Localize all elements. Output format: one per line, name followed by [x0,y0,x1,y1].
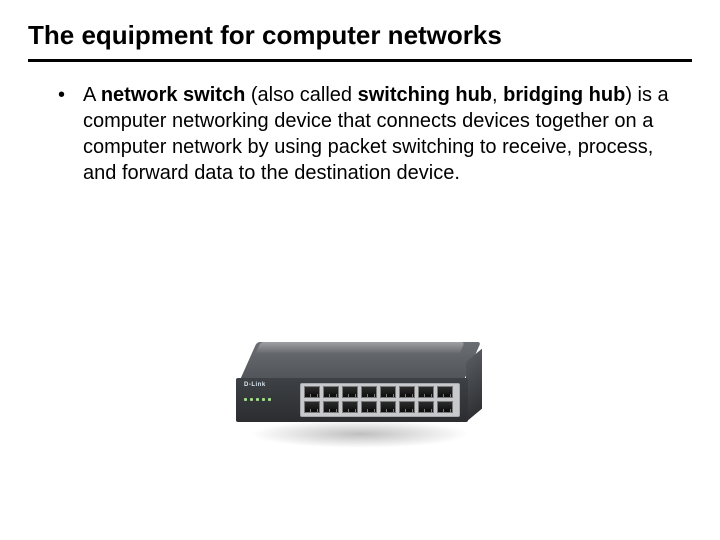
device-brand-label: D-Link [244,382,266,388]
device-led-strip [244,398,271,401]
ethernet-port-icon [342,401,358,413]
term-network-switch: network switch [101,84,245,106]
ethernet-port-icon [399,401,415,413]
ethernet-port-icon [361,401,377,413]
slide-title: The equipment for computer networks [28,20,692,57]
bullet-marker: • [58,82,65,108]
body-region: • A network switch (also called switchin… [28,82,692,186]
text-frag: , [492,84,503,106]
network-switch-illustration: D-Link [230,320,490,460]
ethernet-port-icon [304,386,320,398]
device-chassis-side [466,349,482,422]
port-row [304,386,456,398]
ethernet-port-icon [399,386,415,398]
led-icon [262,398,265,401]
ethernet-port-icon [323,386,339,398]
term-switching-hub: switching hub [358,84,492,106]
ethernet-port-icon [437,386,453,398]
device-chassis-highlight [255,342,464,354]
ethernet-port-icon [323,401,339,413]
title-underline [28,59,692,62]
text-frag: A [83,84,101,106]
ethernet-port-icon [342,386,358,398]
ethernet-port-icon [437,401,453,413]
slide: The equipment for computer networks • A … [0,0,720,540]
bullet-text: A network switch (also called switching … [83,82,672,186]
led-icon [268,398,271,401]
text-frag: (also called [245,84,357,106]
led-icon [244,398,247,401]
led-icon [256,398,259,401]
device-ports [304,386,456,416]
term-bridging-hub: bridging hub [503,84,625,106]
ethernet-port-icon [304,401,320,413]
ethernet-port-icon [418,401,434,413]
led-icon [250,398,253,401]
ethernet-port-icon [418,386,434,398]
ethernet-port-icon [361,386,377,398]
device-shadow [250,420,470,448]
ethernet-port-icon [380,386,396,398]
ethernet-port-icon [380,401,396,413]
port-row [304,401,456,413]
bullet-item: • A network switch (also called switchin… [58,82,672,186]
